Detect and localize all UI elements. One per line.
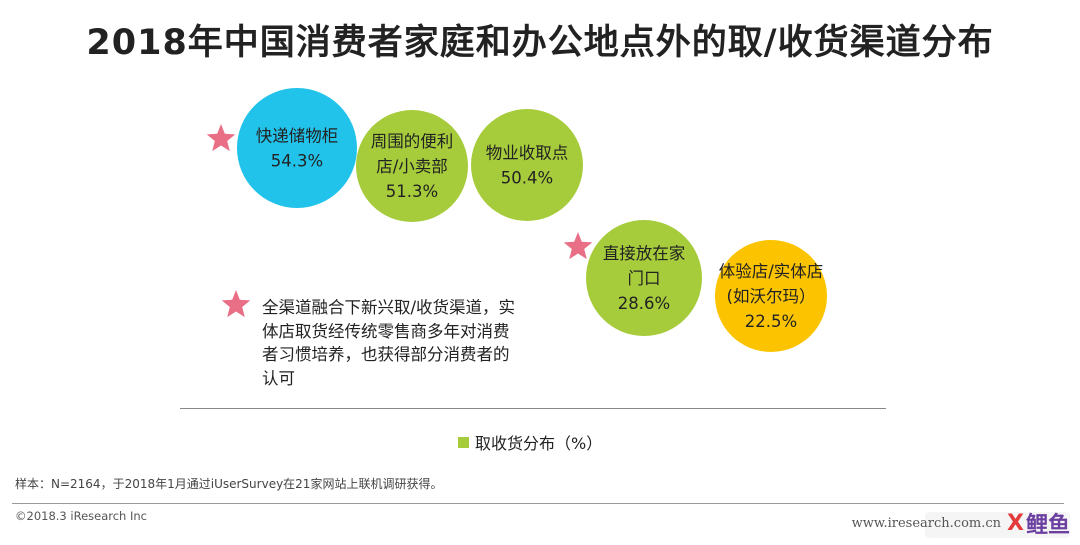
star-icon (563, 232, 593, 260)
bubble-2 (356, 110, 468, 222)
bubble-category-label: 物业收取点 (486, 144, 569, 163)
bubble-category-label: 店/小卖部 (376, 157, 448, 176)
legend-swatch (458, 436, 469, 448)
watermark-logo-x: X (1007, 510, 1024, 536)
bubble-value-label: 28.6% (618, 294, 670, 313)
watermark-logo-cn: 鲤鱼 (1025, 513, 1070, 538)
note-star-icon (221, 290, 251, 318)
source-note: 样本：N=2164，于2018年1月通过iUserSurvey在21家网站上联机… (15, 477, 443, 491)
footer-divider (12, 503, 1064, 504)
chart-legend: 取收货分布（%） (458, 430, 602, 454)
bubble-4 (586, 220, 702, 336)
copyright-text: ©2018.3 iResearch Inc (15, 509, 147, 523)
bubble-category-label: 体验店/实体店 (719, 262, 824, 281)
watermark-url: www.iresearch.com.cn (851, 515, 1002, 531)
bubble-value-label: 54.3% (271, 152, 323, 171)
chart-divider (180, 408, 886, 409)
bubble-category-label: 直接放在家 (603, 244, 686, 263)
bubble-5 (715, 240, 827, 352)
bubble-category-label: 周围的便利 (371, 132, 454, 151)
bubble-3 (471, 109, 583, 221)
legend-label: 取收货分布（%） (475, 434, 603, 453)
star-icon (206, 124, 236, 152)
note-text: 全渠道融合下新兴取/收货渠道，实体店取货经传统零售商多年对消费者习惯培养，也获得… (262, 298, 516, 388)
bubble-category-label: 门口 (628, 269, 661, 288)
bubble-1 (237, 88, 357, 208)
bubble-value-label: 51.3% (386, 182, 438, 201)
bubble-value-label: 50.4% (501, 169, 553, 188)
bubble-category-label: 快递储物柜 (256, 127, 339, 146)
bubble-value-label: 22.5% (745, 312, 797, 331)
bubble-category-label: (如沃尔玛） (727, 287, 816, 306)
page-title: 2018年中国消费者家庭和办公地点外的取/收货渠道分布 (86, 23, 994, 63)
watermark: www.iresearch.com.cn X 鲤鱼 (852, 506, 1070, 540)
